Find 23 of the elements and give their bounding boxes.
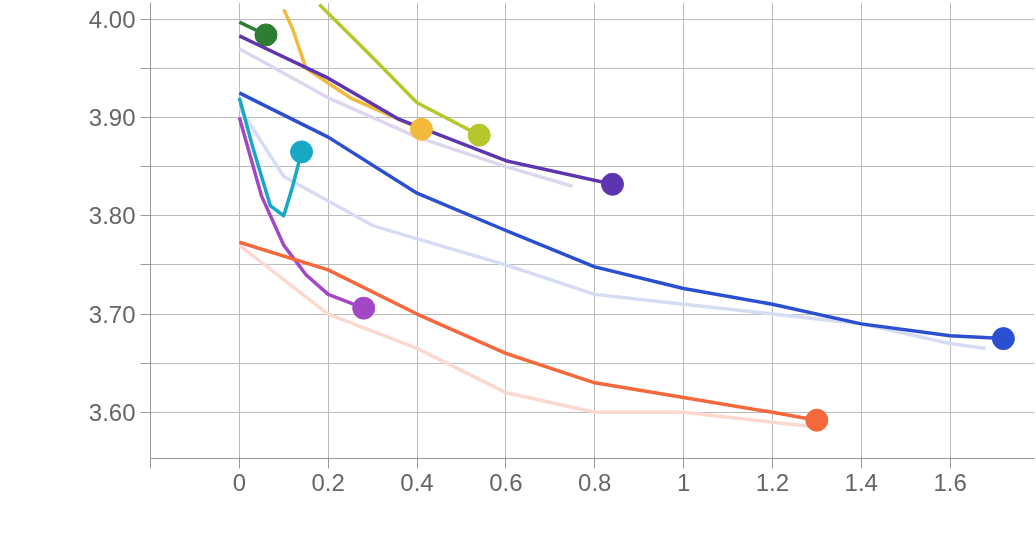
x-tick-label: 1 [676, 468, 691, 496]
x-tick-label: 0.6 [489, 468, 523, 496]
point [600, 172, 624, 196]
y-tick-label: 3.70 [88, 300, 136, 328]
x-tick-label: 1.4 [844, 468, 878, 496]
y-tick-label: 3.90 [88, 103, 136, 131]
line-series [237, 46, 575, 189]
x-tick-label: 0 [232, 468, 247, 496]
y-tick-label: 4.00 [88, 5, 136, 33]
point [409, 117, 433, 141]
point [991, 327, 1015, 351]
x-tick-label: 0.8 [578, 468, 612, 496]
x-tick-label: 0.2 [311, 468, 345, 496]
y-tick-label: 3.60 [88, 398, 136, 426]
point [805, 408, 829, 432]
point [290, 140, 314, 164]
x-tick-label: 0.4 [400, 468, 434, 496]
point [254, 23, 278, 47]
point [352, 296, 376, 320]
x-tick-label: 1.6 [933, 468, 967, 496]
point [467, 123, 491, 147]
y-tick-label: 3.80 [88, 202, 136, 230]
x-tick-label: 1.2 [755, 468, 790, 496]
